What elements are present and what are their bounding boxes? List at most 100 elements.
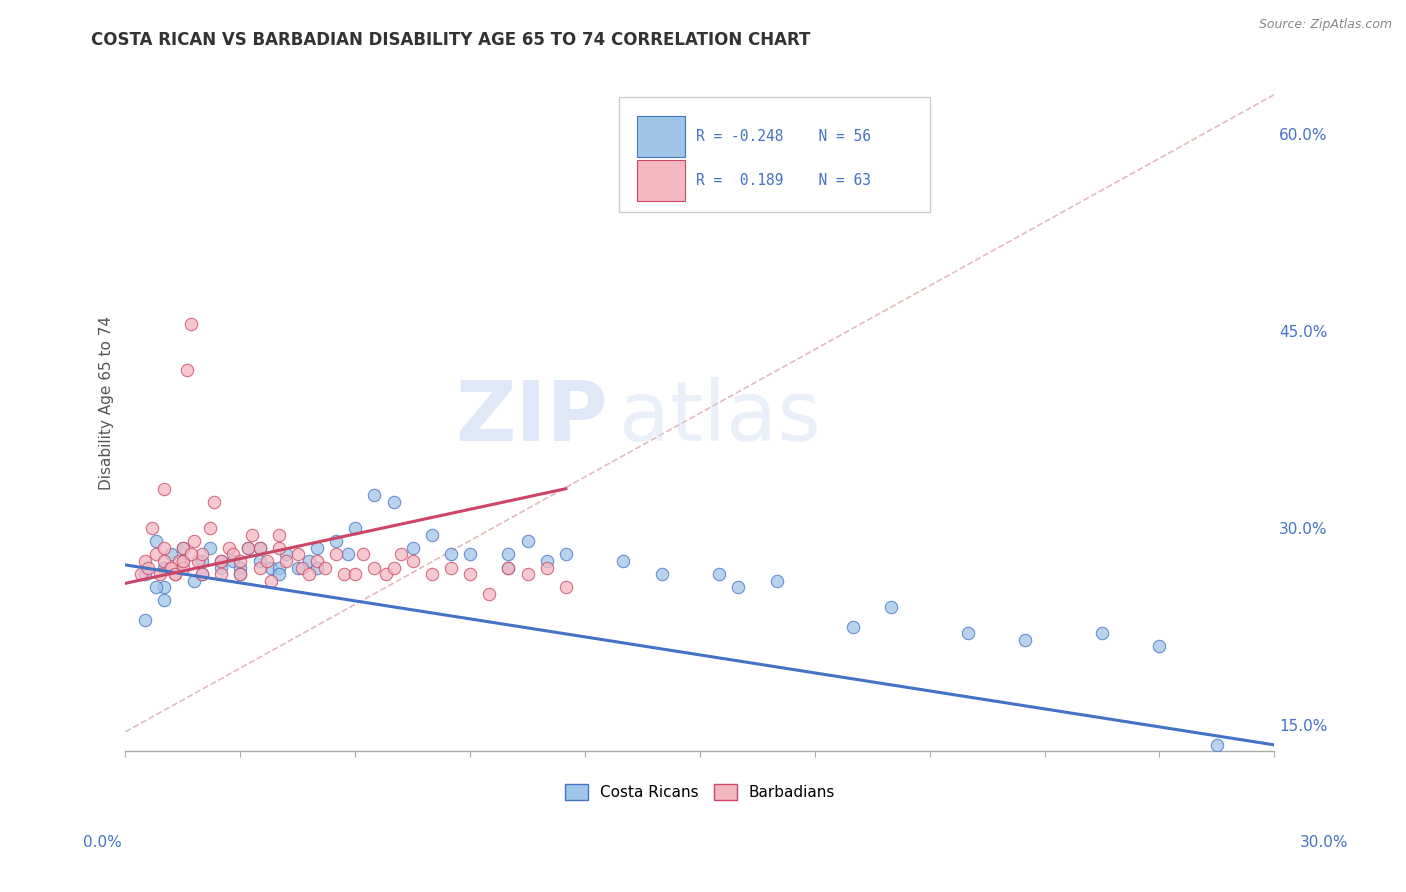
Point	[267, 560, 290, 574]
Point	[420, 567, 443, 582]
Point	[344, 567, 367, 582]
Point	[172, 560, 194, 574]
Point	[152, 541, 174, 555]
Point	[498, 560, 520, 574]
Point	[229, 554, 252, 568]
Point	[389, 548, 412, 562]
Point	[152, 554, 174, 568]
Point	[138, 560, 160, 574]
Point	[187, 554, 209, 568]
Point	[172, 541, 194, 555]
Point	[202, 495, 225, 509]
Text: R = -0.248    N = 56: R = -0.248 N = 56	[696, 129, 872, 145]
Point	[612, 554, 634, 568]
Point	[298, 567, 321, 582]
Point	[129, 567, 152, 582]
Point	[402, 554, 425, 568]
Point	[498, 560, 520, 574]
Point	[209, 554, 232, 568]
Point	[325, 548, 347, 562]
Point	[1206, 738, 1229, 752]
Point	[152, 560, 174, 574]
Text: atlas: atlas	[620, 376, 821, 458]
Point	[249, 541, 271, 555]
Point	[134, 613, 156, 627]
Point	[420, 527, 443, 541]
Point	[382, 495, 405, 509]
Point	[1149, 640, 1171, 654]
Point	[305, 560, 328, 574]
Point	[229, 567, 252, 582]
Point	[727, 580, 749, 594]
Point	[765, 574, 787, 588]
Point	[172, 541, 194, 555]
Point	[183, 574, 205, 588]
Point	[152, 580, 174, 594]
Text: Source: ZipAtlas.com: Source: ZipAtlas.com	[1258, 18, 1392, 31]
Point	[198, 541, 221, 555]
Point	[842, 620, 865, 634]
Point	[180, 318, 202, 332]
Point	[260, 560, 283, 574]
Point	[305, 554, 328, 568]
Point	[165, 567, 187, 582]
Point	[363, 560, 385, 574]
Point	[141, 521, 163, 535]
Point	[160, 548, 183, 562]
Point	[249, 554, 271, 568]
Point	[165, 567, 187, 582]
Point	[160, 560, 183, 574]
Point	[291, 560, 314, 574]
Point	[536, 554, 558, 568]
Y-axis label: Disability Age 65 to 74: Disability Age 65 to 74	[100, 317, 114, 491]
Point	[267, 567, 290, 582]
Point	[516, 567, 538, 582]
Point	[305, 541, 328, 555]
Point	[236, 541, 259, 555]
Point	[458, 548, 481, 562]
Point	[336, 548, 359, 562]
Point	[191, 567, 214, 582]
Point	[478, 587, 501, 601]
Point	[516, 534, 538, 549]
Point	[229, 567, 252, 582]
Point	[222, 548, 245, 562]
Point	[276, 554, 298, 568]
Point	[267, 527, 290, 541]
Point	[172, 554, 194, 568]
Legend: Costa Ricans, Barbadians: Costa Ricans, Barbadians	[558, 779, 841, 806]
Point	[134, 567, 156, 582]
Point	[152, 593, 174, 607]
Text: COSTA RICAN VS BARBADIAN DISABILITY AGE 65 TO 74 CORRELATION CHART: COSTA RICAN VS BARBADIAN DISABILITY AGE …	[91, 31, 811, 49]
Point	[160, 560, 183, 574]
Point	[256, 554, 278, 568]
Point	[651, 567, 673, 582]
Point	[149, 567, 172, 582]
Point	[374, 567, 396, 582]
Point	[167, 554, 190, 568]
Point	[260, 574, 283, 588]
Point	[956, 626, 979, 640]
Point	[276, 548, 298, 562]
Point	[536, 560, 558, 574]
Point	[344, 521, 367, 535]
Point	[236, 541, 259, 555]
Point	[554, 548, 576, 562]
Point	[440, 560, 463, 574]
Point	[145, 580, 167, 594]
Point	[325, 534, 347, 549]
Point	[554, 580, 576, 594]
Point	[402, 541, 425, 555]
Text: 0.0%: 0.0%	[83, 836, 122, 850]
Point	[134, 554, 156, 568]
Point	[145, 548, 167, 562]
Point	[249, 560, 271, 574]
Point	[209, 560, 232, 574]
Point	[352, 548, 374, 562]
FancyBboxPatch shape	[637, 161, 685, 202]
Point	[191, 548, 214, 562]
Point	[458, 567, 481, 582]
Point	[287, 548, 309, 562]
Point	[222, 554, 245, 568]
Point	[287, 560, 309, 574]
